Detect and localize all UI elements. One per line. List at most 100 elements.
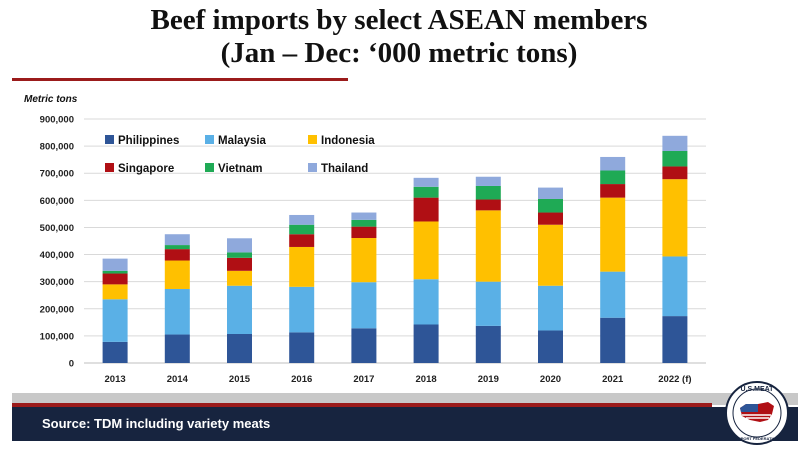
x-tick-label: 2021 — [602, 374, 624, 385]
bar-segment-thailand — [600, 156, 626, 171]
y-tick-label: 500,000 — [40, 223, 74, 234]
legend-swatch — [205, 135, 214, 144]
bar-segment-vietnam — [351, 219, 377, 227]
x-tick-label: 2016 — [291, 374, 312, 385]
chart-title: Beef imports by select ASEAN members (Ja… — [0, 4, 798, 70]
bar-segment-singapore — [475, 199, 501, 211]
bar-segment-singapore — [351, 226, 377, 239]
y-tick-label: 400,000 — [40, 250, 74, 261]
bar-segment-philippines — [164, 334, 190, 363]
bar-segment-singapore — [662, 166, 688, 180]
bar-segment-philippines — [102, 341, 128, 363]
legend-label: Malaysia — [218, 135, 267, 147]
source-note: Source: TDM including variety meats — [42, 416, 271, 431]
y-tick-label: 700,000 — [40, 169, 74, 180]
bar-segment-thailand — [662, 135, 688, 151]
bar-segment-indonesia — [538, 224, 563, 286]
bar-segment-thailand — [351, 212, 377, 220]
bar-segment-indonesia — [227, 270, 252, 286]
bar-segment-philippines — [289, 332, 315, 363]
bar-segment-indonesia — [102, 284, 128, 300]
legend-swatch — [205, 163, 214, 172]
bar-segment-malaysia — [164, 288, 190, 335]
logo-text-top: U.S.MEAT — [741, 386, 775, 393]
bar-segment-thailand — [102, 258, 128, 271]
bar-segment-thailand — [164, 234, 190, 246]
bar-segment-vietnam — [289, 224, 315, 235]
x-tick-label: 2019 — [478, 374, 499, 385]
bar-segment-philippines — [227, 333, 252, 363]
footer-red-stripe — [12, 403, 712, 407]
bar-segment-vietnam — [102, 270, 128, 274]
bar-segment-singapore — [538, 212, 563, 225]
bar-segment-singapore — [289, 234, 315, 247]
legend-swatch — [105, 135, 114, 144]
x-tick-label: 2014 — [167, 374, 189, 385]
bar-segment-philippines — [475, 325, 501, 363]
y-axis-title: Metric tons — [24, 94, 78, 105]
bar-segment-indonesia — [164, 260, 190, 289]
bar-segment-malaysia — [662, 256, 688, 317]
bar-segment-vietnam — [227, 252, 252, 258]
x-tick-label: 2020 — [540, 374, 561, 385]
legend-swatch — [308, 135, 317, 144]
bar-segment-malaysia — [351, 282, 377, 329]
bar-segment-indonesia — [475, 210, 501, 282]
bar-segment-malaysia — [413, 279, 439, 325]
bar-segment-philippines — [662, 316, 688, 363]
bar-segment-malaysia — [102, 299, 128, 342]
y-tick-label: 0 — [69, 359, 74, 370]
bar-segment-malaysia — [227, 285, 252, 334]
bar-segment-malaysia — [538, 285, 563, 331]
bar-segment-malaysia — [475, 281, 501, 326]
legend-swatch — [308, 163, 317, 172]
bar-segment-indonesia — [413, 221, 439, 280]
bar-segment-singapore — [227, 257, 252, 271]
y-tick-label: 900,000 — [40, 115, 74, 126]
bar-segment-indonesia — [600, 197, 626, 272]
bar-segment-thailand — [289, 214, 315, 225]
legend-swatch — [105, 163, 114, 172]
chart-title-line1: Beef imports by select ASEAN members — [150, 4, 648, 36]
bar-segment-singapore — [413, 197, 439, 222]
footer-bar: Source: TDM including variety meats — [12, 407, 798, 441]
bar-segment-singapore — [102, 273, 128, 285]
bar-segment-philippines — [413, 324, 439, 363]
legend-label: Indonesia — [321, 135, 375, 147]
x-tick-label: 2018 — [416, 374, 437, 385]
bar-segment-indonesia — [289, 246, 315, 287]
bar-segment-vietnam — [475, 185, 501, 200]
footer-stripe — [12, 393, 798, 405]
x-tick-label: 2017 — [353, 374, 374, 385]
y-tick-label: 300,000 — [40, 277, 74, 288]
y-tick-label: 200,000 — [40, 304, 74, 315]
y-tick-label: 800,000 — [40, 142, 74, 153]
bar-segment-singapore — [164, 249, 190, 261]
usmef-logo: U.S.MEAT EXPORT FEDERATION — [725, 381, 789, 445]
bar-segment-malaysia — [289, 286, 315, 333]
legend-label: Philippines — [118, 135, 179, 147]
y-tick-label: 600,000 — [40, 196, 74, 207]
x-tick-label: 2015 — [229, 374, 251, 385]
chart-title-line2: (Jan – Dec: ‘000 metric tons) — [220, 37, 578, 69]
bar-segment-thailand — [413, 177, 439, 187]
bar-segment-vietnam — [600, 170, 626, 185]
bar-segment-philippines — [600, 317, 626, 363]
bar-segment-indonesia — [351, 238, 377, 283]
bar-segment-vietnam — [538, 198, 563, 213]
legend-label: Thailand — [321, 163, 368, 175]
bar-segment-philippines — [538, 330, 563, 363]
bar-segment-indonesia — [662, 179, 688, 257]
logo-text-bottom: EXPORT FEDERATION — [735, 436, 778, 441]
bar-segment-thailand — [475, 176, 501, 186]
bar-segment-singapore — [600, 184, 626, 198]
y-tick-label: 100,000 — [40, 331, 74, 342]
legend-label: Singapore — [118, 163, 174, 175]
bar-segment-vietnam — [164, 245, 190, 250]
title-underline — [12, 78, 348, 81]
legend-label: Vietnam — [218, 163, 263, 175]
bar-segment-philippines — [351, 328, 377, 363]
bar-segment-thailand — [538, 187, 563, 199]
x-tick-label: 2022 (f) — [658, 374, 691, 385]
